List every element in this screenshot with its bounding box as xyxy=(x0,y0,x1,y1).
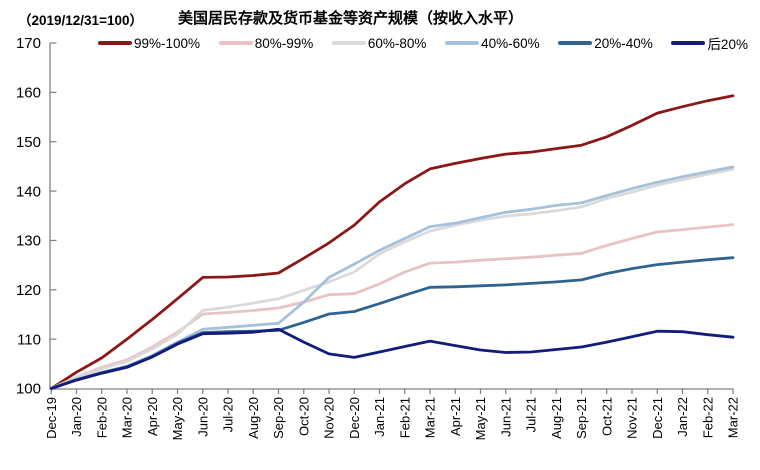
y-axis-label: 140 xyxy=(16,183,41,200)
legend: 99%-100% 80%-99% 60%-80% 40%-60% 20%-40% 后20% xyxy=(98,33,748,53)
x-axis-label: Jul-21 xyxy=(524,397,539,432)
legend-label: 后20% xyxy=(707,37,748,52)
y-axis-label: 160 xyxy=(16,85,41,102)
x-axis-label: Apr-21 xyxy=(448,397,463,436)
x-axis-label: Aug-20 xyxy=(246,397,261,439)
legend-item: 20%-40% xyxy=(558,36,653,51)
x-axis-label: Jan-20 xyxy=(69,397,84,437)
x-axis-label: Jun-21 xyxy=(498,397,513,437)
x-axis-label: Mar-20 xyxy=(120,397,135,438)
x-axis-label: Jun-20 xyxy=(195,397,210,437)
series-line xyxy=(49,223,735,390)
legend-label: 99%-100% xyxy=(134,35,201,51)
x-axis-label: Jan-22 xyxy=(675,397,690,437)
x-axis-label: Feb-20 xyxy=(94,397,109,438)
legend-swatch-icon xyxy=(98,41,132,45)
legend-item: 80%-99% xyxy=(218,35,314,51)
legend-label: 60%-80% xyxy=(367,35,427,51)
legend-swatch-icon xyxy=(331,41,366,45)
x-axis-label: Sep-21 xyxy=(574,397,589,439)
x-axis-label: Nov-20 xyxy=(322,397,337,439)
x-axis-label: Aug-21 xyxy=(549,397,564,439)
legend-swatch-icon xyxy=(671,41,706,45)
legend-label: 80%-99% xyxy=(254,35,314,51)
x-axis-label: Oct-21 xyxy=(599,397,614,436)
legend-item: 60%-80% xyxy=(331,35,427,51)
legend-swatch-icon xyxy=(218,41,253,45)
y-axis-label: 120 xyxy=(16,282,41,299)
x-axis-label: Jul-20 xyxy=(221,397,236,432)
y-axis-label: 170 xyxy=(16,35,41,52)
chart-title: 美国居民存款及货币基金等资产规模（按收入水平） xyxy=(178,10,524,27)
legend-label: 20%-40% xyxy=(594,35,653,51)
axes: 100 110 120 130 140 150 160 170 Dec-19 Jan-20 Feb-… xyxy=(16,35,741,440)
legend-item: 后20% xyxy=(671,33,748,53)
x-axis-label: Dec-21 xyxy=(650,397,665,439)
series-line xyxy=(49,167,735,390)
x-axis-label: Oct-20 xyxy=(296,397,311,436)
x-axis-label: Feb-21 xyxy=(397,397,412,438)
x-axis-label: Mar-22 xyxy=(726,397,741,438)
legend-swatch-icon xyxy=(445,41,480,45)
series-line xyxy=(49,94,735,390)
x-axis-label: Dec-20 xyxy=(347,397,362,439)
index-base-note: （2019/12/31=100） xyxy=(18,13,143,28)
legend-item: 99%-100% xyxy=(98,36,200,51)
x-axis-label: Sep-20 xyxy=(271,397,286,439)
x-axis-label: May-21 xyxy=(473,397,488,440)
x-axis-label: Nov-21 xyxy=(625,397,640,439)
y-axis-label: 100 xyxy=(16,381,41,398)
y-axis-label: 110 xyxy=(17,331,41,348)
y-axis-label: 130 xyxy=(16,233,41,250)
x-axis-label: May-20 xyxy=(170,397,185,440)
legend-swatch-icon xyxy=(558,41,593,45)
y-axis-label: 150 xyxy=(16,134,41,151)
x-axis-label: Mar-21 xyxy=(423,397,438,438)
x-axis-label: Dec-19 xyxy=(44,397,59,439)
legend-label: 40%-60% xyxy=(481,35,540,51)
x-axis-label: Feb-22 xyxy=(700,397,715,438)
x-axis-label: Jan-21 xyxy=(372,397,387,437)
legend-item: 40%-60% xyxy=(445,36,540,51)
x-axis-label: Apr-20 xyxy=(145,397,160,436)
series-line xyxy=(49,327,735,390)
